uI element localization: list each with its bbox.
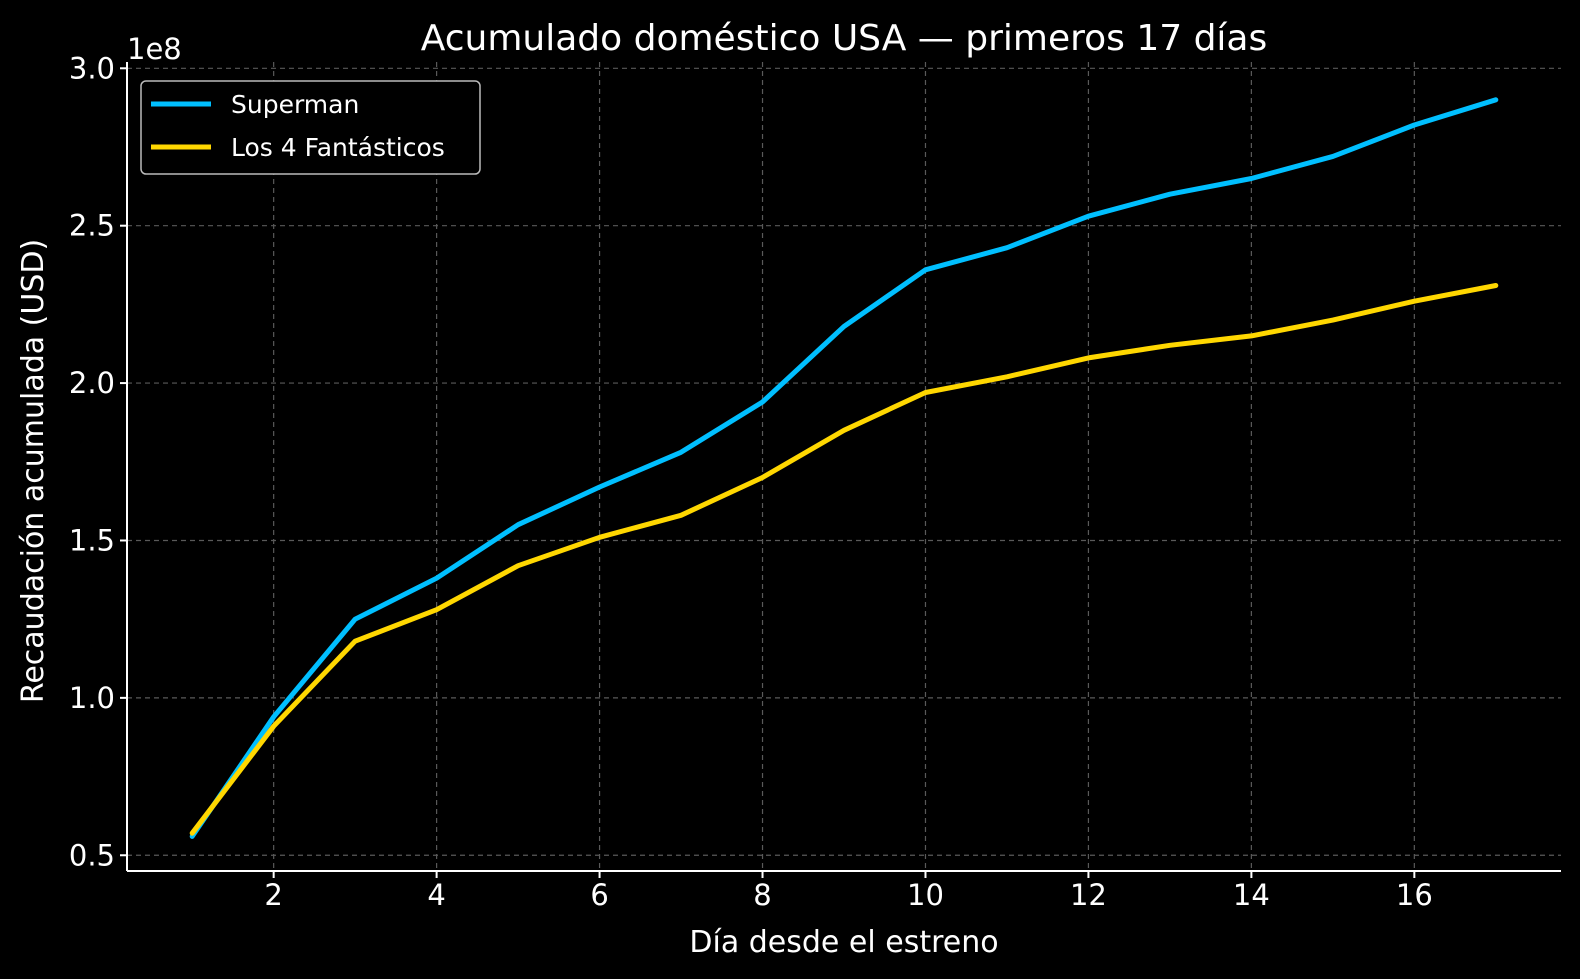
y-tick-label-3: 2.0 xyxy=(69,366,115,400)
y-axis-ticks: 0.5 1.0 1.5 2.0 2.5 3.0 xyxy=(69,51,127,872)
y-tick-label-2: 1.5 xyxy=(69,523,115,557)
y-tick-label-1: 1.0 xyxy=(69,681,115,715)
x-tick-label-4: 4 xyxy=(427,878,445,912)
x-tick-label-8: 8 xyxy=(753,878,771,912)
x-tick-label-14: 14 xyxy=(1233,878,1270,912)
legend-label-superman: Superman xyxy=(231,90,359,119)
x-tick-label-16: 16 xyxy=(1396,878,1433,912)
chart-title: Acumulado doméstico USA — primeros 17 dí… xyxy=(421,18,1268,59)
x-axis-ticks: 2 4 6 8 10 12 14 16 xyxy=(264,871,1433,912)
series-group xyxy=(189,97,1499,839)
y-tick-label-0: 0.5 xyxy=(69,838,115,872)
x-tick-label-12: 12 xyxy=(1070,878,1107,912)
legend-box xyxy=(140,80,481,175)
x-tick-label-10: 10 xyxy=(907,878,944,912)
legend: Superman Los 4 Fantásticos xyxy=(140,80,481,175)
x-tick-label-2: 2 xyxy=(264,878,282,912)
y-axis-offset-label: 1e8 xyxy=(127,32,182,66)
series-line-superman xyxy=(189,97,1499,839)
series-line-los-4-fantasticos xyxy=(189,283,1499,836)
x-axis-label: Día desde el estreno xyxy=(689,925,998,960)
grid xyxy=(127,62,1561,871)
y-tick-label-4: 2.5 xyxy=(69,209,115,243)
y-axis-label: Recaudación acumulada (USD) xyxy=(16,239,51,703)
legend-label-los-4-fantasticos: Los 4 Fantásticos xyxy=(231,133,445,162)
x-tick-label-6: 6 xyxy=(590,878,608,912)
y-tick-label-5: 3.0 xyxy=(69,51,115,85)
